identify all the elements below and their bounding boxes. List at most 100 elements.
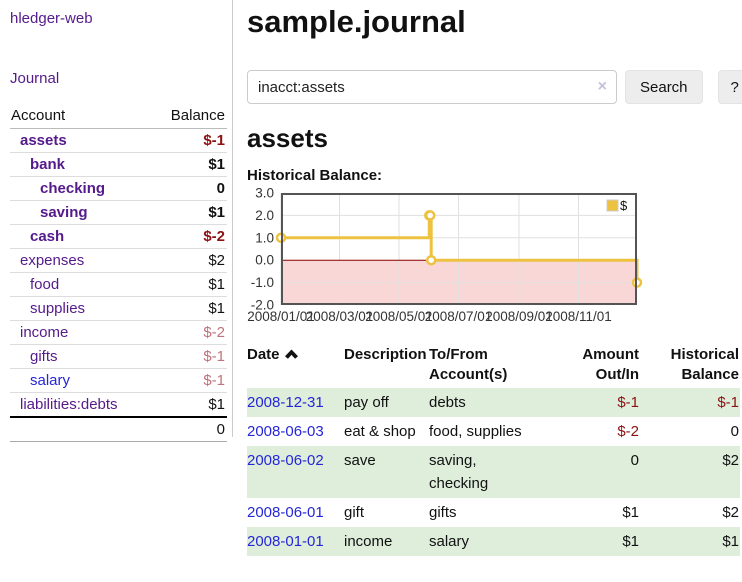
account-row: saving $1 [10, 200, 227, 225]
account-link-gifts[interactable]: gifts [30, 348, 58, 365]
account-balance: $-1 [151, 368, 227, 393]
account-row: income $-2 [10, 320, 227, 345]
register-table: Date Description To/From Account(s) Amou… [247, 344, 740, 556]
account-link-assets[interactable]: assets [20, 132, 67, 149]
account-row: liabilities:debts $1 [10, 392, 227, 418]
svg-text:0.0: 0.0 [255, 253, 274, 268]
accounts-header-balance: Balance [151, 105, 227, 129]
transaction-date-link[interactable]: 2008-06-01 [247, 504, 324, 521]
register-row: 2008-06-01 gift gifts $1 $2 [247, 498, 740, 527]
transaction-amount: $1 [622, 504, 639, 521]
brand: hledger-web [10, 10, 226, 27]
register-row: 2008-06-03 eat & shop food, supplies $-2… [247, 417, 740, 446]
transaction-date-link[interactable]: 2008-06-03 [247, 423, 324, 440]
transaction-description: save [344, 452, 376, 469]
account-row: salary $-1 [10, 368, 227, 393]
account-balance: $-2 [151, 320, 227, 345]
register-row: 2008-01-01 income salary $1 $1 [247, 527, 740, 556]
account-balance: $2 [151, 248, 227, 273]
register-header-description: Description [344, 346, 427, 363]
transaction-balance: $1 [722, 533, 739, 550]
account-balance: $1 [151, 392, 227, 418]
accounts-table: Account Balance assets $-1 bank $1 check… [10, 105, 227, 442]
transaction-date-link[interactable]: 2008-12-31 [247, 394, 324, 411]
account-balance: $1 [151, 152, 227, 177]
account-row: food $1 [10, 272, 227, 297]
account-link-checking[interactable]: checking [40, 180, 106, 197]
accounts-header-account: Account [10, 105, 152, 129]
transaction-amount: $-1 [617, 394, 639, 411]
search-button[interactable]: Search [625, 70, 703, 104]
account-balance: $1 [151, 296, 227, 321]
account-page-title: assets [247, 123, 328, 153]
transaction-description: eat & shop [344, 423, 416, 440]
page-title: sample.journal [247, 4, 466, 39]
nav-journal-link[interactable]: Journal [10, 70, 60, 87]
account-row: checking 0 [10, 176, 227, 201]
svg-text:1.0: 1.0 [255, 230, 274, 245]
register-row: 2008-06-02 save saving, checking 0 $2 [247, 446, 740, 498]
historical-balance-chart: 3.0 2.0 1.0 0.0 -1.0 -2.0 2008/01/01 2008/03/01… [247, 186, 742, 331]
account-balance: $-1 [151, 128, 227, 153]
transaction-description: gift [344, 504, 365, 521]
register-row: 2008-12-31 pay off debts $-1 $-1 [247, 388, 740, 417]
account-row: supplies $1 [10, 296, 227, 321]
sidebar: hledger-web Journal Account Balance asse… [0, 0, 233, 442]
transaction-description: pay off [344, 394, 389, 411]
svg-text:2008/09/01: 2008/09/01 [485, 309, 553, 324]
transaction-accounts: debts [429, 394, 466, 411]
account-link-salary[interactable]: salary [30, 372, 71, 389]
sort-ascending-icon [280, 346, 299, 363]
account-link-income[interactable]: income [20, 324, 69, 341]
search-input[interactable] [247, 70, 617, 104]
account-link-expenses[interactable]: expenses [20, 252, 85, 269]
account-link-bank[interactable]: bank [30, 156, 66, 173]
account-balance: $-1 [151, 344, 227, 369]
brand-link[interactable]: hledger-web [10, 10, 93, 27]
transaction-balance: 0 [730, 423, 739, 440]
transaction-amount: 0 [630, 452, 639, 469]
account-row: bank $1 [10, 152, 227, 177]
svg-text:2008/11/01: 2008/11/01 [545, 309, 612, 324]
svg-text:3.0: 3.0 [255, 187, 274, 201]
account-row: gifts $-1 [10, 344, 227, 369]
nav: Journal [10, 70, 226, 87]
account-balance: $1 [151, 200, 227, 225]
transaction-balance: $2 [722, 452, 739, 469]
account-balance: $1 [151, 272, 227, 297]
transaction-amount: $1 [622, 533, 639, 550]
account-row: assets $-1 [10, 128, 227, 153]
clear-search-icon[interactable]: × [597, 78, 607, 95]
transaction-accounts: gifts [429, 504, 457, 521]
register-header-row: Date Description To/From Account(s) Amou… [247, 344, 740, 388]
account-balance: $-2 [151, 224, 227, 249]
account-link-liabilities-debts[interactable]: liabilities:debts [20, 396, 118, 413]
svg-text:2008/03/01: 2008/03/01 [306, 309, 374, 324]
register-header-accounts: To/From Account(s) [429, 346, 508, 383]
svg-text:$: $ [620, 198, 628, 213]
account-link-saving[interactable]: saving [40, 204, 88, 221]
svg-text:2008/01/01: 2008/01/01 [247, 309, 315, 324]
register-header-date[interactable]: Date [247, 344, 344, 388]
svg-text:-2.0: -2.0 [251, 298, 274, 313]
main-panel: sample.journal × Search ? assets Histori… [233, 0, 742, 582]
svg-text:-1.0: -1.0 [251, 275, 274, 290]
accounts-header-row: Account Balance [10, 105, 227, 129]
transaction-date-link[interactable]: 2008-01-01 [247, 533, 324, 550]
account-balance: 0 [151, 176, 227, 201]
transaction-description: income [344, 533, 393, 550]
account-row: cash $-2 [10, 224, 227, 249]
transaction-amount: $-2 [617, 423, 639, 440]
account-link-food[interactable]: food [30, 276, 60, 293]
svg-text:2.0: 2.0 [255, 208, 274, 223]
register-header-balance: Historical Balance [670, 346, 739, 383]
transaction-date-link[interactable]: 2008-06-02 [247, 452, 324, 469]
chart-heading: Historical Balance: [247, 167, 383, 184]
transaction-accounts: food, supplies [429, 423, 522, 440]
account-link-supplies[interactable]: supplies [30, 300, 86, 317]
svg-text:2008/05/01: 2008/05/01 [365, 309, 433, 324]
search-bar: × Search ? [247, 70, 742, 104]
account-link-cash[interactable]: cash [30, 228, 65, 245]
help-button[interactable]: ? [717, 70, 742, 104]
transaction-balance: $-1 [717, 394, 739, 411]
